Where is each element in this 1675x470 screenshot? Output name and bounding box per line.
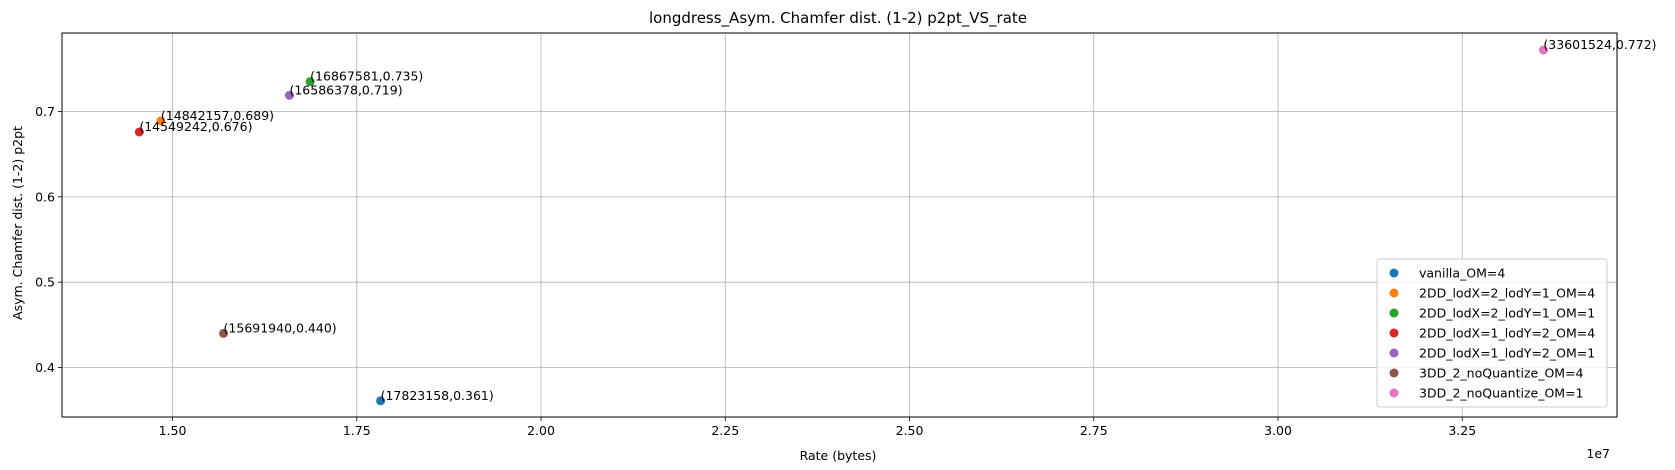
legend-entry: 2DD_lodX=2_lodY=1_OM=4 — [1419, 286, 1595, 301]
legend-entry: 2DD_lodX=1_lodY=2_OM=4 — [1419, 326, 1595, 341]
data-point — [1538, 45, 1548, 55]
chart-title: longdress_Asym. Chamfer dist. (1-2) p2pt… — [649, 9, 1027, 28]
y-tick-label: 0.5 — [35, 275, 55, 290]
legend-marker — [1389, 268, 1399, 278]
grid — [62, 33, 1617, 417]
legend-marker — [1389, 288, 1399, 298]
data-label: (16586378,0.719) — [289, 82, 402, 97]
legend-marker — [1389, 308, 1399, 318]
data-points — [134, 45, 1548, 406]
x-tick-label: 2.75 — [1080, 423, 1108, 438]
data-point — [219, 328, 229, 338]
x-tick-label: 2.50 — [896, 423, 924, 438]
data-label: (17823158,0.361) — [381, 388, 494, 403]
y-tick-label: 0.4 — [35, 360, 55, 375]
data-label: (15691940,0.440) — [224, 320, 337, 335]
legend-entry: 2DD_lodX=1_lodY=2_OM=1 — [1419, 346, 1595, 361]
data-point — [376, 396, 386, 406]
data-label: (14842157,0.689) — [161, 108, 274, 123]
legend-box — [1376, 258, 1608, 408]
data-labels: (17823158,0.361) (14842157,0.689) (1686758… — [139, 37, 1656, 403]
legend-entry: 3DD_2_noQuantize_OM=4 — [1419, 366, 1584, 381]
data-label: (16867581,0.735) — [310, 69, 423, 84]
legend-entry: 2DD_lodX=2_lodY=1_OM=1 — [1419, 306, 1595, 321]
y-tick-label: 0.6 — [35, 189, 55, 204]
data-point — [134, 127, 144, 137]
y-tick-label: 0.7 — [35, 104, 55, 119]
data-point — [305, 77, 315, 87]
x-axis-offset-label: 1e7 — [1586, 446, 1610, 461]
legend-entry: 3DD_2_noQuantize_OM=1 — [1419, 386, 1584, 401]
axes: 1.50 1.75 2.00 2.25 2.50 2.75 3.00 3.25 0.4 0.5 0.… — [35, 32, 1618, 438]
data-point — [284, 90, 294, 100]
x-tick-label: 1.50 — [159, 423, 187, 438]
legend-marker — [1389, 368, 1399, 378]
legend-marker — [1389, 328, 1399, 338]
data-label: (33601524,0.772) — [1543, 37, 1656, 52]
legend-entry: vanilla_OM=4 — [1419, 266, 1505, 281]
legend: vanilla_OM=4 2DD_lodX=2_lodY=1_OM=4 2DD_lo… — [1376, 258, 1608, 408]
data-label: (14549242,0.676) — [139, 119, 252, 134]
x-tick-label: 1.75 — [343, 423, 371, 438]
x-tick-label: 2.00 — [527, 423, 555, 438]
x-tick-label: 2.25 — [711, 423, 739, 438]
plot-frame — [61, 32, 1618, 418]
y-axis-label: Asym. Chamfer dist. (1-2) p2pt — [10, 126, 25, 320]
x-tick-label: 3.00 — [1264, 423, 1292, 438]
legend-marker — [1389, 348, 1399, 358]
legend-marker — [1389, 388, 1399, 398]
x-tick-label: 3.25 — [1448, 423, 1476, 438]
x-axis-label: Rate (bytes) — [800, 448, 877, 463]
data-point — [156, 116, 166, 126]
